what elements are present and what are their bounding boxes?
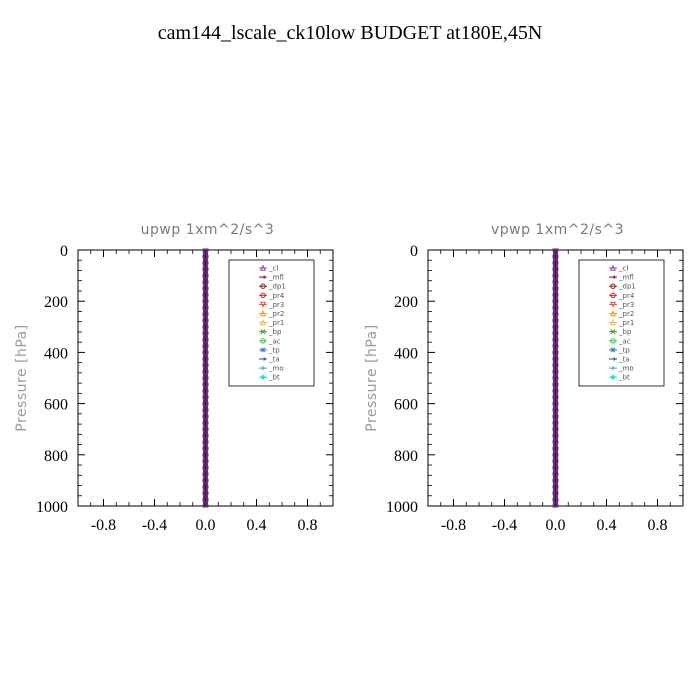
panel-title: upwp 1xm^2/s^3 [141, 222, 275, 238]
legend-marker [609, 301, 617, 308]
legend-label: _mo [268, 365, 284, 373]
legend-marker [610, 292, 616, 298]
chart-panel-2: vpwp 1xm^2/s^3 Pressure [hPa] 0 200 400 600 80… [364, 222, 684, 534]
legend-marker [260, 275, 266, 279]
y-tick-label: 0 [60, 243, 68, 260]
legend-label: _dp1 [268, 283, 286, 291]
y-tick-label: 1000 [36, 499, 68, 516]
legend-label: _bp [618, 328, 632, 336]
legend-label: _pr3 [268, 301, 284, 309]
y-tick-label: 600 [44, 397, 68, 414]
legend-marker [610, 283, 616, 289]
legend-marker [610, 275, 616, 279]
y-axis-label: Pressure [hPa] [364, 324, 380, 431]
legend-marker [259, 264, 267, 271]
legend-box [578, 259, 665, 387]
legend-label: _pr4 [618, 292, 635, 300]
legend-label: _pr3 [618, 301, 634, 309]
x-tick-label: -0.8 [441, 517, 466, 534]
x-tick-label: 0.0 [546, 517, 566, 534]
panel-title: vpwp 1xm^2/s^3 [491, 222, 624, 238]
y-axis-label: Pressure [hPa] [14, 324, 30, 431]
legend-label: _ac [618, 337, 631, 345]
legend-label: _bt [268, 374, 280, 382]
legend-marker [260, 374, 266, 380]
x-tick-label: 0.4 [247, 517, 267, 534]
legend-label: _pr1 [618, 319, 634, 327]
legend-marker [609, 319, 617, 326]
legend-label: _tp [268, 346, 280, 354]
x-tick-label: 0.8 [298, 517, 318, 534]
legend-marker [610, 338, 616, 344]
y-tick-label: 400 [394, 345, 418, 362]
x-tick-label: -0.4 [142, 517, 167, 534]
y-tick-label: 0 [410, 243, 418, 260]
legend-marker [609, 310, 617, 317]
legend-label: _ta [268, 356, 280, 364]
legend-label: _mfl [268, 274, 284, 282]
legend-label: _cl [618, 265, 628, 273]
y-tick-label: 800 [44, 448, 68, 465]
legend-marker [260, 365, 266, 371]
legend-marker [610, 374, 616, 380]
legend-marker [609, 264, 617, 271]
page-title: cam144_lscale_ck10low BUDGET at180E,45N [157, 22, 543, 44]
legend-marker [259, 319, 267, 326]
legend-marker [610, 329, 616, 335]
legend-label: _pr2 [618, 310, 634, 318]
chart-panel-1: upwp 1xm^2/s^3 Pressure [hPa] 0 200 400 600 80… [14, 222, 334, 534]
x-tick-label: 0.8 [648, 517, 668, 534]
legend-label: _tp [618, 346, 630, 354]
legend-marker [259, 310, 267, 317]
legend-marker [260, 347, 266, 353]
legend-marker [260, 357, 266, 361]
legend-marker [610, 347, 616, 353]
legend-label: _pr4 [268, 292, 285, 300]
y-tick-label: 600 [394, 397, 418, 414]
legend-marker [260, 292, 266, 298]
legend-marker [260, 283, 266, 289]
legend-label: _pr2 [268, 310, 284, 318]
legend-marker [610, 365, 616, 371]
legend-label: _bp [268, 328, 282, 336]
legend-label: _dp1 [618, 283, 636, 291]
x-tick-label: -0.4 [492, 517, 517, 534]
legend-label: _cl [268, 265, 278, 273]
legend-marker [259, 301, 267, 308]
legend-marker [610, 357, 616, 361]
x-tick-label: 0.4 [597, 517, 617, 534]
y-tick-label: 1000 [386, 499, 418, 516]
legend-marker [260, 338, 266, 344]
legend-label: _bt [618, 374, 630, 382]
legend-label: _ac [268, 337, 281, 345]
legend-label: _ta [618, 356, 630, 364]
legend-label: _mo [618, 365, 634, 373]
y-tick-label: 800 [394, 448, 418, 465]
legend-label: _pr1 [268, 319, 284, 327]
y-tick-label: 400 [44, 345, 68, 362]
legend-marker [260, 329, 266, 335]
legend-box [228, 259, 315, 387]
y-tick-label: 200 [394, 294, 418, 311]
y-tick-label: 200 [44, 294, 68, 311]
x-tick-label: -0.8 [91, 517, 116, 534]
x-tick-label: 0.0 [196, 517, 216, 534]
legend-label: _mfl [618, 274, 634, 282]
